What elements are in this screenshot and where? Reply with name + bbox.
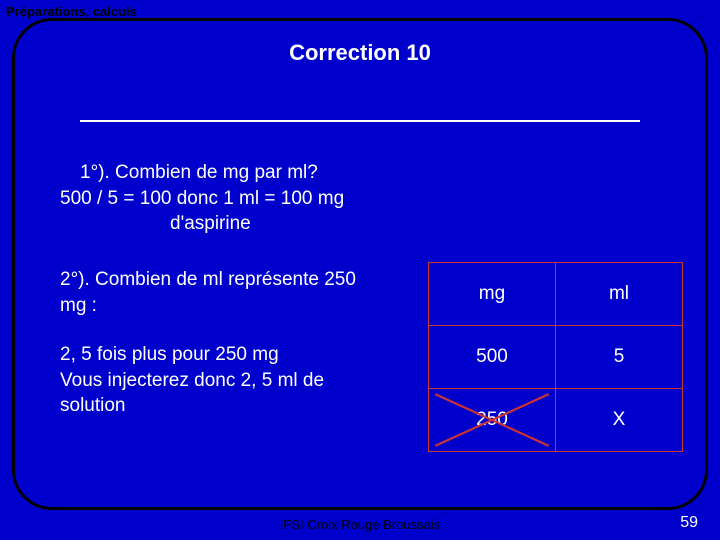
q3-line2: Vous injecterez donc 2, 5 ml de — [60, 368, 410, 394]
table-cell: 5 — [556, 326, 683, 389]
table-row: 500 5 — [429, 326, 683, 389]
q2-line2: mg : — [60, 293, 410, 319]
q3-line1: 2, 5 fois plus pour 250 mg — [60, 342, 410, 368]
page-number: 59 — [680, 514, 698, 532]
question-3: 2, 5 fois plus pour 250 mg Vous injecter… — [60, 342, 410, 419]
table-row: mg ml — [429, 263, 683, 326]
table-row: 250 X — [429, 389, 683, 452]
footer-label: IFSI Croix Rouge Broussais — [0, 517, 720, 532]
q1-line2: 500 / 5 = 100 donc 1 ml = 100 mg — [60, 186, 680, 212]
table-header-mg: mg — [429, 263, 556, 326]
table-cell-crossed: 250 — [429, 389, 556, 452]
dosage-table: mg ml 500 5 250 X — [428, 262, 683, 452]
slide-title: Correction 10 — [0, 40, 720, 66]
header-label: Préparations, calculs — [6, 4, 137, 19]
question-1: 1°). Combien de mg par ml? 500 / 5 = 100… — [60, 160, 680, 237]
q1-line1: 1°). Combien de mg par ml? — [80, 160, 680, 186]
table-cell: 500 — [429, 326, 556, 389]
q1-line3: d'aspirine — [170, 211, 680, 237]
q3-line3: solution — [60, 393, 410, 419]
table-cell: X — [556, 389, 683, 452]
table-header-ml: ml — [556, 263, 683, 326]
q2-line1: 2°). Combien de ml représente 250 — [60, 267, 410, 293]
table-cell-value: 250 — [476, 409, 508, 430]
question-2: 2°). Combien de ml représente 250 mg : — [60, 267, 410, 318]
title-underline — [80, 120, 640, 122]
